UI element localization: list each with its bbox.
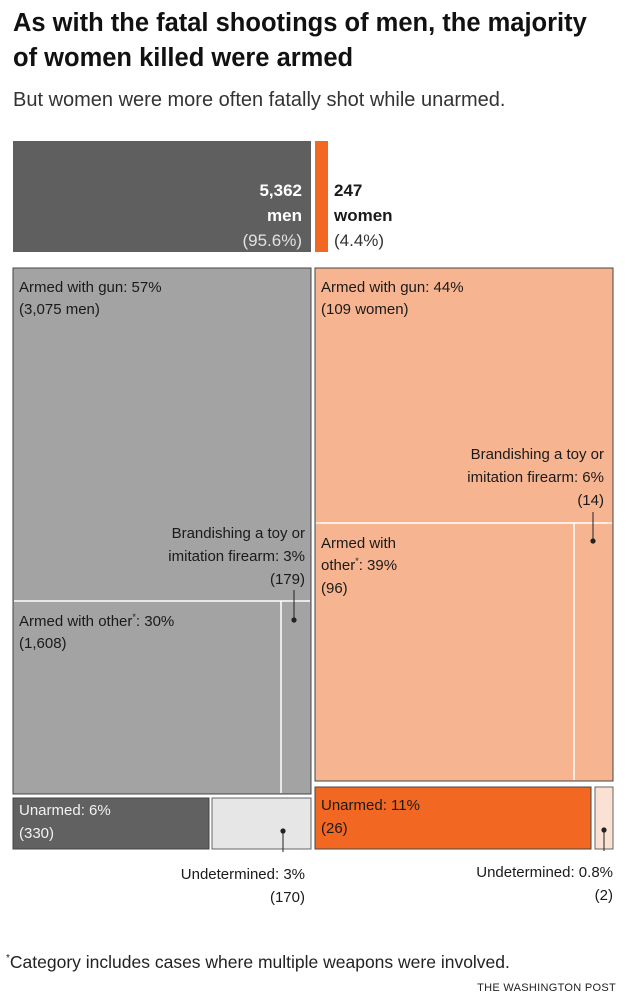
men-gun-count: (3,075 men) (19, 301, 100, 318)
men-unarmed-count: (330) (19, 825, 54, 842)
men-toy-leader-dot (291, 617, 297, 623)
men-undetermined-block (211, 797, 312, 850)
women-toy-count: (14) (577, 492, 604, 509)
women-gun-count: (109 women) (321, 301, 409, 318)
men-other-label-text: Armed with other (19, 613, 132, 630)
men-unarmed-block (12, 797, 210, 850)
men-armed-block (12, 267, 312, 795)
women-unarmed-label: Unarmed: 11% (321, 797, 420, 814)
women-other-label-rest: : 39% (359, 557, 397, 574)
women-armed-block (314, 267, 614, 782)
footnote-asterisk: * (6, 953, 10, 965)
men-other-asterisk: * (132, 612, 136, 622)
women-other-count: (96) (321, 580, 348, 597)
men-total-name: men (267, 206, 302, 225)
men-toy-label-line1: Brandishing a toy or (172, 525, 305, 542)
women-toy-label-line1: Brandishing a toy or (471, 446, 604, 463)
women-other-label-line1: Armed with (321, 535, 396, 552)
men-gun-label: Armed with gun: 57% (19, 279, 162, 296)
men-toy-count: (179) (270, 571, 305, 588)
women-undetermined-label: Undetermined: 0.8% (476, 864, 613, 881)
men-total-pct: (95.6%) (242, 231, 302, 250)
men-other-label: Armed with other*: 30% (19, 612, 174, 630)
men-undetermined-count: (170) (270, 889, 305, 906)
men-toy-label-line2: imitation firearm: 3% (168, 548, 305, 565)
women-total-pct: (4.4%) (334, 231, 384, 250)
women-total-bar (315, 141, 328, 252)
men-total-bar (13, 141, 311, 252)
women-unarmed-count: (26) (321, 820, 348, 837)
women-total-count: 247 (334, 181, 362, 200)
men-other-label-rest: : 30% (136, 613, 174, 630)
chart-subtitle: But women were more often fatally shot w… (13, 89, 506, 111)
women-gun-label: Armed with gun: 44% (321, 279, 464, 296)
women-other-label-line2: other*: 39% (321, 556, 397, 574)
women-unarmed-block (314, 786, 592, 850)
source-credit: THE WASHINGTON POST (477, 982, 616, 994)
men-unarmed-label: Unarmed: 6% (19, 802, 111, 819)
women-undetermined-count: (2) (595, 887, 613, 904)
footnote: *Category includes cases where multiple … (6, 952, 626, 973)
women-toy-label-line2: imitation firearm: 6% (467, 469, 604, 486)
chart-title: As with the fatal shootings of men, the … (13, 9, 587, 72)
footnote-text: Category includes cases where multiple w… (9, 952, 510, 972)
women-toy-leader-dot (590, 538, 596, 544)
men-other-count: (1,608) (19, 635, 67, 652)
women-other-label-text: other (321, 557, 355, 574)
men-total-count: 5,362 (259, 181, 302, 200)
women-other-asterisk: * (355, 556, 359, 566)
men-undetermined-label: Undetermined: 3% (181, 866, 305, 883)
women-total-name: women (333, 206, 393, 225)
